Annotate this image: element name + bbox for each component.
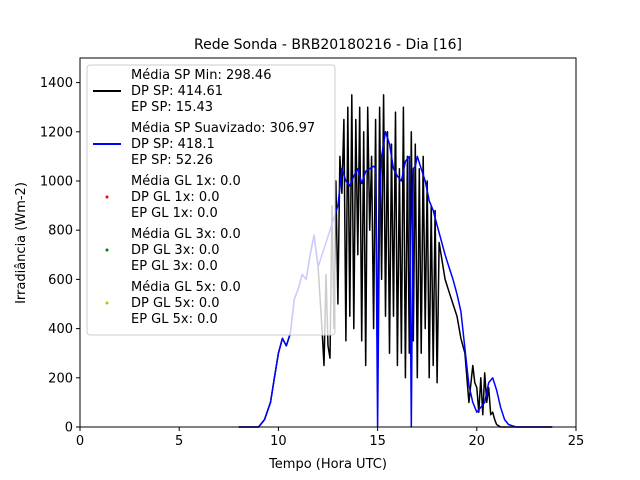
legend-label: EP SP: 52.26 [131, 153, 213, 168]
y-tick-label: 800 [48, 224, 73, 239]
legend-label: Média GL 1x: 0.0 [131, 174, 241, 189]
legend-label: Média GL 3x: 0.0 [131, 227, 241, 242]
legend-label: DP SP: 414.61 [131, 84, 223, 99]
y-tick-label: 1400 [40, 76, 73, 91]
x-axis-label: Tempo (Hora UTC) [268, 457, 387, 472]
x-tick-label: 20 [469, 434, 486, 449]
legend-label: DP SP: 418.1 [131, 137, 215, 152]
plot-frame [79, 57, 577, 428]
x-axis: 0 5 10 15 20 25 [76, 427, 584, 449]
legend-label: Média SP Suavizado: 306.97 [131, 121, 315, 136]
legend-label: Média SP Min: 298.46 [131, 68, 271, 83]
x-tick-label: 25 [568, 434, 585, 449]
y-tick-label: 400 [48, 322, 73, 337]
chart-title: Rede Sonda - BRB20180216 - Dia [16] [194, 37, 462, 53]
legend-label: Média GL 5x: 0.0 [131, 280, 241, 295]
legend-label: EP GL 5x: 0.0 [131, 312, 218, 327]
x-tick-label: 10 [270, 434, 287, 449]
legend-marker-swatch [105, 301, 109, 305]
legend-box [86, 64, 336, 336]
legend-label: DP GL 1x: 0.0 [131, 190, 220, 205]
y-tick-label: 1200 [40, 125, 73, 140]
legend-label: EP GL 1x: 0.0 [131, 206, 218, 221]
legend-entry-4: Média GL 3x: 0.0DP GL 3x: 0.0EP GL 3x: 0… [105, 227, 241, 274]
y-tick-label: 1000 [40, 175, 73, 190]
legend-label: EP GL 3x: 0.0 [131, 259, 218, 274]
x-tick-label: 0 [76, 434, 84, 449]
y-tick-label: 0 [65, 421, 73, 436]
legend-entry-3: Média GL 1x: 0.0DP GL 1x: 0.0EP GL 1x: 0… [105, 174, 241, 221]
y-axis: 0 200 400 600 800 1000 1200 1400 [40, 76, 80, 436]
y-tick-label: 200 [48, 371, 73, 386]
legend-marker-swatch [105, 195, 109, 199]
x-tick-label: 15 [369, 434, 386, 449]
legend-entry-5: Média GL 5x: 0.0DP GL 5x: 0.0EP GL 5x: 0… [105, 280, 241, 327]
y-tick-label: 600 [48, 273, 73, 288]
y-axis-label: Irradiância (Wm-2) [14, 182, 29, 304]
legend-marker-swatch [105, 248, 109, 252]
x-tick-label: 5 [175, 434, 183, 449]
legend-label: DP GL 3x: 0.0 [131, 243, 220, 258]
legend-label: DP GL 5x: 0.0 [131, 296, 220, 311]
legend-label: EP SP: 15.43 [131, 100, 213, 115]
